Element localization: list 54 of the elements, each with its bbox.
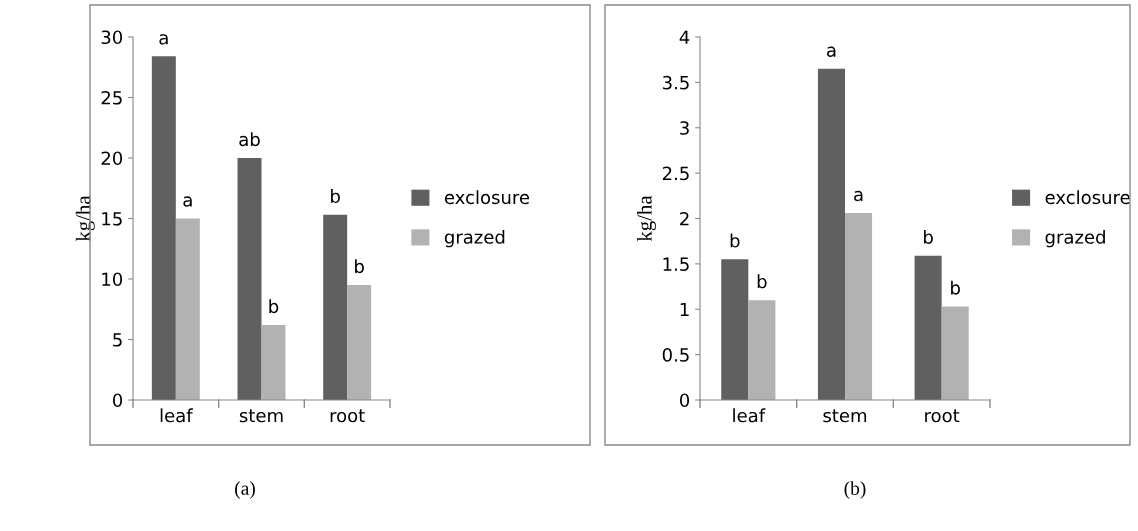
y-tick-label: 3.5	[662, 75, 689, 90]
y-tick-label: 25	[101, 90, 122, 105]
y-tick-label: 1	[680, 302, 689, 317]
x-tick-label: root	[925, 409, 960, 423]
legend-label: grazed	[444, 229, 505, 248]
bar	[237, 158, 262, 400]
annotation: a	[827, 46, 836, 57]
y-tick-label: 1.5	[663, 257, 689, 271]
bar	[261, 324, 286, 400]
x-tick-label: root	[330, 409, 365, 423]
y-tick-label: 0.5	[662, 348, 689, 362]
bar	[721, 259, 749, 400]
x-tick-label: stem	[823, 409, 867, 423]
annotation: b	[924, 229, 933, 244]
text: (a)	[235, 481, 255, 499]
annotation: a	[854, 190, 863, 202]
y-tick-label: 15	[102, 212, 122, 226]
annotation: b	[757, 274, 767, 289]
y-tick-label: 3	[680, 121, 689, 135]
bar	[748, 300, 776, 400]
annotation: b	[951, 280, 960, 295]
y-tick-label: 0	[112, 393, 123, 408]
x-tick-label: stem	[239, 409, 283, 423]
bar	[914, 255, 942, 400]
bar	[323, 214, 348, 400]
y-tick-label: 2	[680, 211, 689, 226]
legend-label: exclosure	[1045, 190, 1130, 205]
y-tick-label: 30	[101, 30, 123, 45]
x-tick-label: leaf	[733, 408, 766, 423]
bar	[845, 213, 873, 400]
y-tick-label: 10	[102, 272, 123, 287]
bar	[175, 218, 200, 400]
annotation: ab	[239, 132, 260, 147]
bar	[347, 285, 372, 400]
annotation: b	[730, 233, 740, 248]
annotation: b	[331, 189, 340, 204]
y-axis-title: kg/ha	[75, 195, 95, 242]
y-axis-title: kg/ha	[637, 195, 657, 242]
y-tick-label: 5	[113, 333, 122, 347]
y-tick-label: 4	[679, 30, 690, 44]
y-tick-label: 20	[101, 151, 123, 166]
annotation: b	[269, 299, 279, 314]
text: (b)	[844, 481, 866, 499]
legend-label: grazed	[1045, 229, 1105, 248]
annotation: a	[159, 34, 168, 45]
bar	[941, 306, 969, 400]
annotation: b	[355, 259, 364, 274]
y-tick-label: 0	[679, 393, 690, 408]
y-tick-label: 2.5	[662, 166, 689, 181]
bar	[817, 68, 845, 400]
x-tick-label: leaf	[160, 408, 193, 423]
bar	[151, 56, 176, 400]
annotation: a	[183, 196, 192, 207]
legend-label: exclosure	[444, 190, 530, 205]
